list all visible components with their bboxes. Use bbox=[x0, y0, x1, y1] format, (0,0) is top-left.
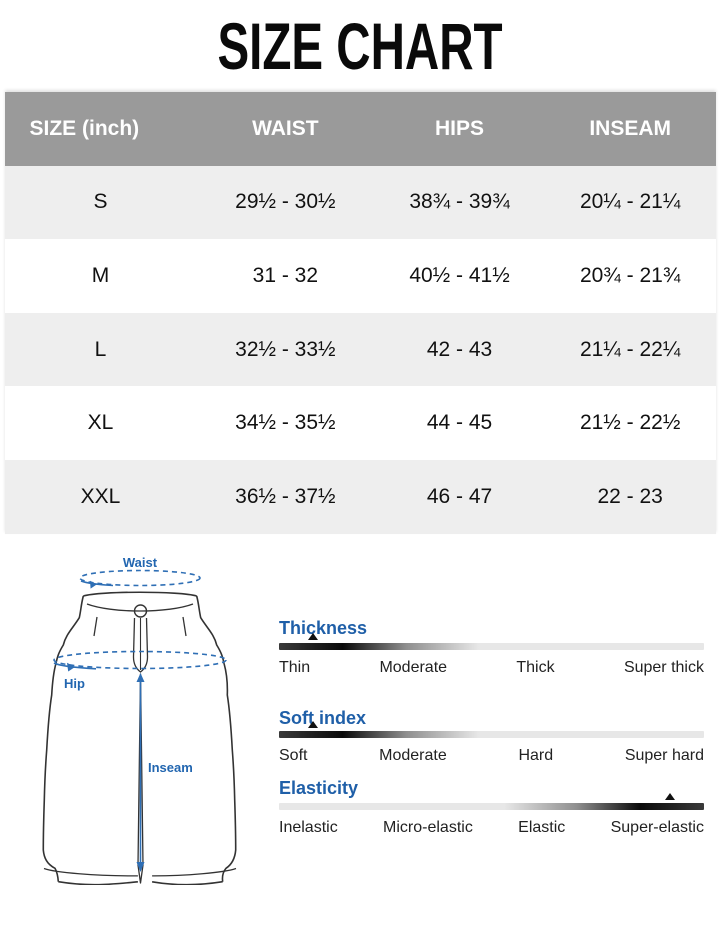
svg-text:Hip: Hip bbox=[64, 676, 85, 691]
svg-text:Waist: Waist bbox=[123, 555, 158, 570]
svg-text:Inseam: Inseam bbox=[148, 760, 193, 775]
